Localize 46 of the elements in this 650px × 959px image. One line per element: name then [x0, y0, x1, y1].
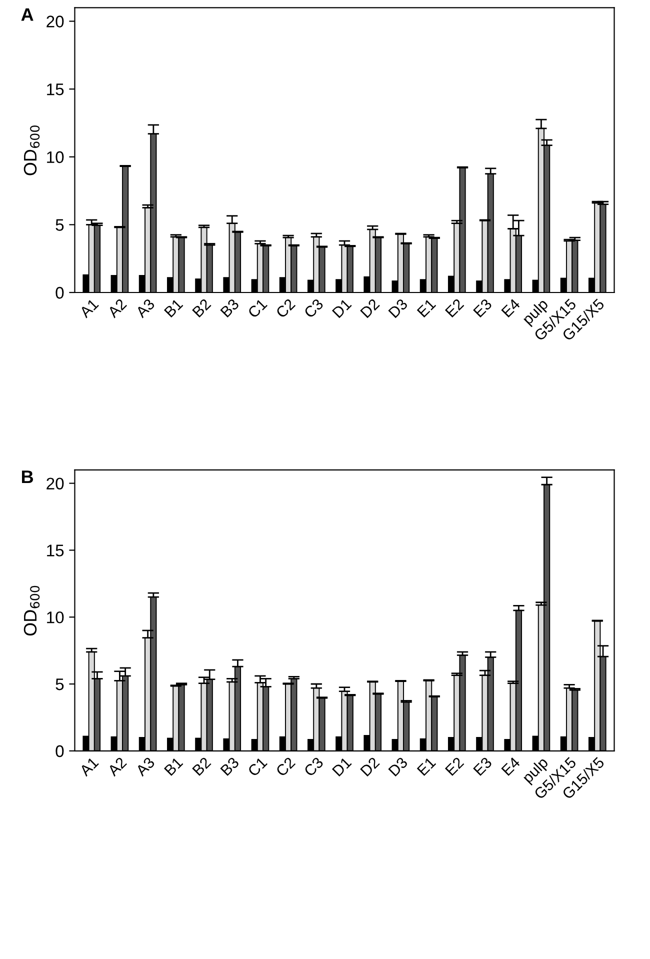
y-axis-title: OD$_{600}$ — [24, 126, 40, 176]
y-tick-label: 0 — [56, 745, 64, 758]
x-tick-label: B1 — [164, 298, 184, 318]
x-tick-label: D2 — [360, 756, 380, 777]
chart-title: B — [22, 470, 34, 483]
x-tick-label: E3 — [472, 756, 492, 776]
x-tick-label: E2 — [444, 298, 464, 318]
x-tick-label: D1 — [332, 298, 352, 318]
y-tick-label: 20 — [46, 478, 64, 490]
y-tick-label: 15 — [47, 84, 64, 96]
x-tick-label: C2 — [275, 298, 296, 319]
x-tick-label: E1 — [416, 756, 436, 776]
y-tick-label: 10 — [47, 151, 64, 164]
y-tick-label: 0 — [56, 286, 64, 299]
x-tick-label: A3 — [134, 298, 156, 318]
x-tick-label: B2 — [192, 298, 212, 318]
y-tick-label: 10 — [47, 611, 64, 624]
chart-title: A — [21, 8, 34, 21]
x-tick-label: D3 — [388, 756, 408, 777]
x-tick-label: C1 — [247, 756, 268, 777]
x-tick-label: C1 — [247, 298, 268, 319]
y-tick-label: 15 — [47, 544, 64, 556]
x-tick-label: E2 — [444, 756, 464, 776]
x-tick-label: C3 — [303, 298, 324, 319]
y-axis-title: OD$_{600}$ — [24, 586, 40, 636]
x-tick-label: A3 — [134, 756, 156, 777]
x-tick-label: D3 — [388, 298, 408, 318]
x-tick-label: A2 — [106, 756, 127, 777]
y-tick-label: 5 — [56, 678, 64, 690]
x-tick-label: B3 — [220, 298, 240, 318]
y-tick-label: 20 — [46, 16, 64, 28]
y-tick-label: 5 — [56, 219, 64, 231]
x-tick-label: E4 — [501, 298, 521, 318]
x-tick-label: C3 — [303, 756, 324, 777]
x-tick-label: E1 — [416, 298, 436, 318]
x-tick-label: A1 — [78, 298, 99, 318]
x-tick-label: B3 — [220, 756, 240, 776]
x-tick-label: D2 — [360, 298, 380, 318]
x-tick-label: C2 — [275, 756, 296, 777]
x-tick-label: B2 — [192, 756, 212, 776]
x-tick-label: D1 — [332, 756, 352, 777]
x-tick-label: A1 — [78, 756, 99, 777]
x-tick-label: A2 — [106, 298, 127, 318]
x-tick-label: B1 — [164, 756, 184, 776]
x-tick-label: E4 — [501, 756, 521, 776]
x-tick-label: E3 — [472, 298, 492, 318]
